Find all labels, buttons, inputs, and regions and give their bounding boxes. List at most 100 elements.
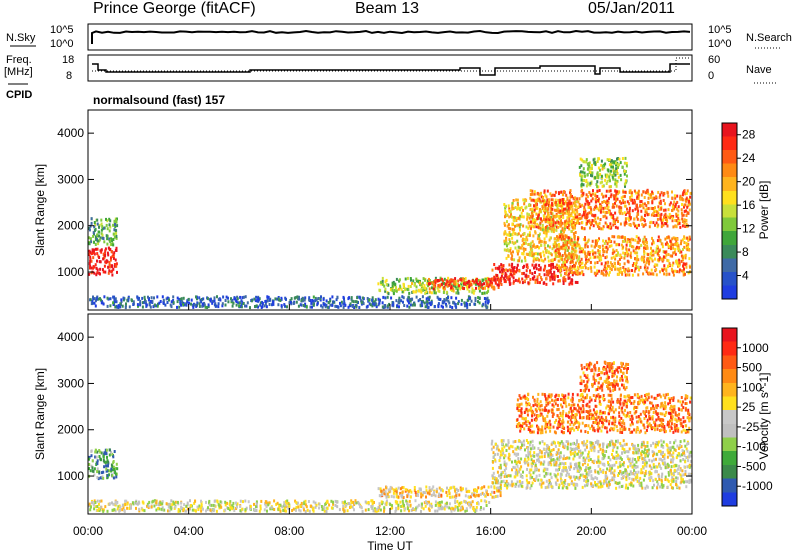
scatter-cell xyxy=(592,255,595,259)
scatter-cell xyxy=(401,486,404,490)
scatter-cell xyxy=(588,201,591,205)
scatter-cell xyxy=(623,172,626,176)
scatter-cell xyxy=(417,299,420,303)
scatter-cell xyxy=(596,255,599,259)
scatter-cell xyxy=(122,296,125,300)
scatter-cell xyxy=(578,202,581,206)
scatter-cell xyxy=(644,486,647,490)
scatter-cell xyxy=(576,215,579,219)
scatter-cell xyxy=(531,272,534,276)
scatter-cell xyxy=(284,304,286,308)
scatter-cell xyxy=(540,258,543,262)
scatter-cell xyxy=(245,506,248,510)
scatter-cell xyxy=(672,251,675,255)
scatter-cell xyxy=(437,503,440,507)
scatter-cell xyxy=(300,503,303,507)
scatter-cell xyxy=(115,264,118,268)
scatter-cell xyxy=(443,287,446,291)
scatter-cell xyxy=(651,207,654,210)
scatter-cell xyxy=(399,500,402,504)
scatter-cell xyxy=(447,276,450,280)
scatter-cell xyxy=(630,191,633,195)
scatter-cell xyxy=(678,258,681,262)
scatter-cell xyxy=(475,493,478,497)
scatter-cell xyxy=(687,271,690,275)
scatter-cell xyxy=(295,505,298,509)
scatter-cell xyxy=(94,501,97,504)
scatter-cell xyxy=(602,225,605,229)
scatter-cell xyxy=(457,508,460,512)
scatter-cell xyxy=(538,237,541,241)
scatter-cell xyxy=(585,445,588,449)
scatter-cell xyxy=(516,263,519,267)
scatter-cell xyxy=(96,505,99,508)
scatter-cell xyxy=(520,441,523,445)
scatter-cell xyxy=(407,297,410,301)
scatter-cell xyxy=(402,486,405,490)
scatter-cell xyxy=(600,258,603,262)
scatter-cell xyxy=(689,454,692,458)
scatter-cell xyxy=(153,504,156,508)
scatter-cell xyxy=(378,301,381,305)
scatter-cell xyxy=(137,500,140,504)
scatter-cell xyxy=(546,189,549,193)
scatter-cell xyxy=(99,236,102,240)
scatter-cell xyxy=(557,238,560,242)
scatter-cell xyxy=(644,264,647,268)
scatter-cell xyxy=(485,500,488,504)
scatter-cell xyxy=(587,162,590,166)
scatter-cell xyxy=(445,298,448,302)
scatter-cell xyxy=(287,506,290,510)
scatter-cell xyxy=(535,206,538,210)
scatter-cell xyxy=(612,264,615,268)
scatter-cell xyxy=(683,203,686,207)
scatter-cell xyxy=(676,200,679,204)
scatter-cell xyxy=(580,266,583,270)
scatter-cell xyxy=(656,225,659,229)
scatter-cell xyxy=(548,271,551,275)
scatter-cell xyxy=(364,508,367,512)
scatter-cell xyxy=(564,251,566,255)
scatter-cell xyxy=(658,208,661,212)
scatter-cell xyxy=(645,238,648,242)
scatter-cell xyxy=(101,233,104,237)
scatter-cell xyxy=(580,250,583,254)
scatter-cell xyxy=(597,216,599,220)
scatter-cell xyxy=(629,217,632,221)
scatter-cell xyxy=(109,258,112,262)
scatter-cell xyxy=(197,506,200,510)
scatter-cell xyxy=(554,241,557,245)
scatter-cell xyxy=(379,298,381,302)
scatter-cell xyxy=(405,499,408,503)
scatter-cell xyxy=(626,174,628,178)
scatter-cell xyxy=(582,183,585,187)
scatter-cell xyxy=(610,169,612,173)
scatter-cell xyxy=(589,206,592,209)
scatter-cell xyxy=(621,239,624,243)
scatter-cell xyxy=(113,264,116,268)
scatter-cell xyxy=(619,254,622,258)
scatter-cell xyxy=(589,170,592,174)
scatter-cell xyxy=(605,189,608,193)
scatter-cell xyxy=(550,275,553,279)
scatter-cell xyxy=(477,286,480,290)
scatter-cell xyxy=(616,157,619,161)
scatter-cell xyxy=(400,287,403,291)
scatter-cell xyxy=(577,205,580,209)
scatter-cell xyxy=(667,253,670,256)
scatter-cell xyxy=(487,485,490,489)
scatter-cell xyxy=(654,257,656,261)
scatter-cell xyxy=(537,268,540,272)
scatter-cell xyxy=(94,304,97,308)
scatter-cell xyxy=(615,192,618,196)
scatter-cell xyxy=(540,243,543,247)
scatter-cell xyxy=(685,209,688,213)
scatter-cell xyxy=(273,508,276,511)
scatter-cell xyxy=(592,252,594,256)
scatter-cell xyxy=(428,489,431,493)
scatter-cell xyxy=(644,210,647,214)
scatter-cell xyxy=(422,277,425,281)
scatter-cell xyxy=(539,221,542,225)
scatter-cell xyxy=(555,238,558,242)
scatter-cell xyxy=(169,505,172,509)
